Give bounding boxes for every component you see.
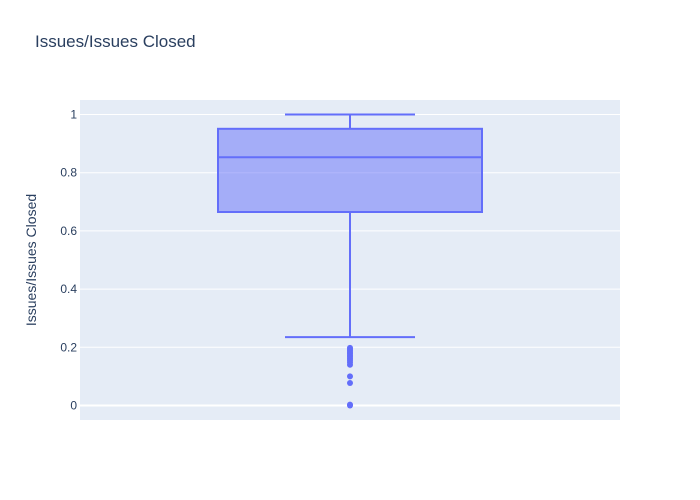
outlier-point [347, 380, 353, 387]
y-tick-label: 0.6 [60, 224, 77, 238]
y-tick-label: 0.2 [60, 340, 77, 354]
iqr-box [217, 127, 483, 213]
outlier-point [347, 361, 353, 368]
y-tick-label: 0.8 [60, 166, 77, 180]
outlier-points [347, 344, 353, 409]
y-tick-label: 0 [70, 398, 77, 412]
y-axis-title: Issues/Issues Closed [23, 194, 39, 326]
outlier-point [347, 373, 353, 380]
chart-title: Issues/Issues Closed [35, 32, 196, 51]
y-axis-ticks: 0 0.2 0.4 0.6 0.8 1 [60, 108, 77, 413]
y-tick-label: 0.4 [60, 282, 77, 296]
y-tick-label: 1 [70, 108, 77, 122]
outlier-point [347, 402, 353, 409]
box-plot [217, 113, 483, 339]
